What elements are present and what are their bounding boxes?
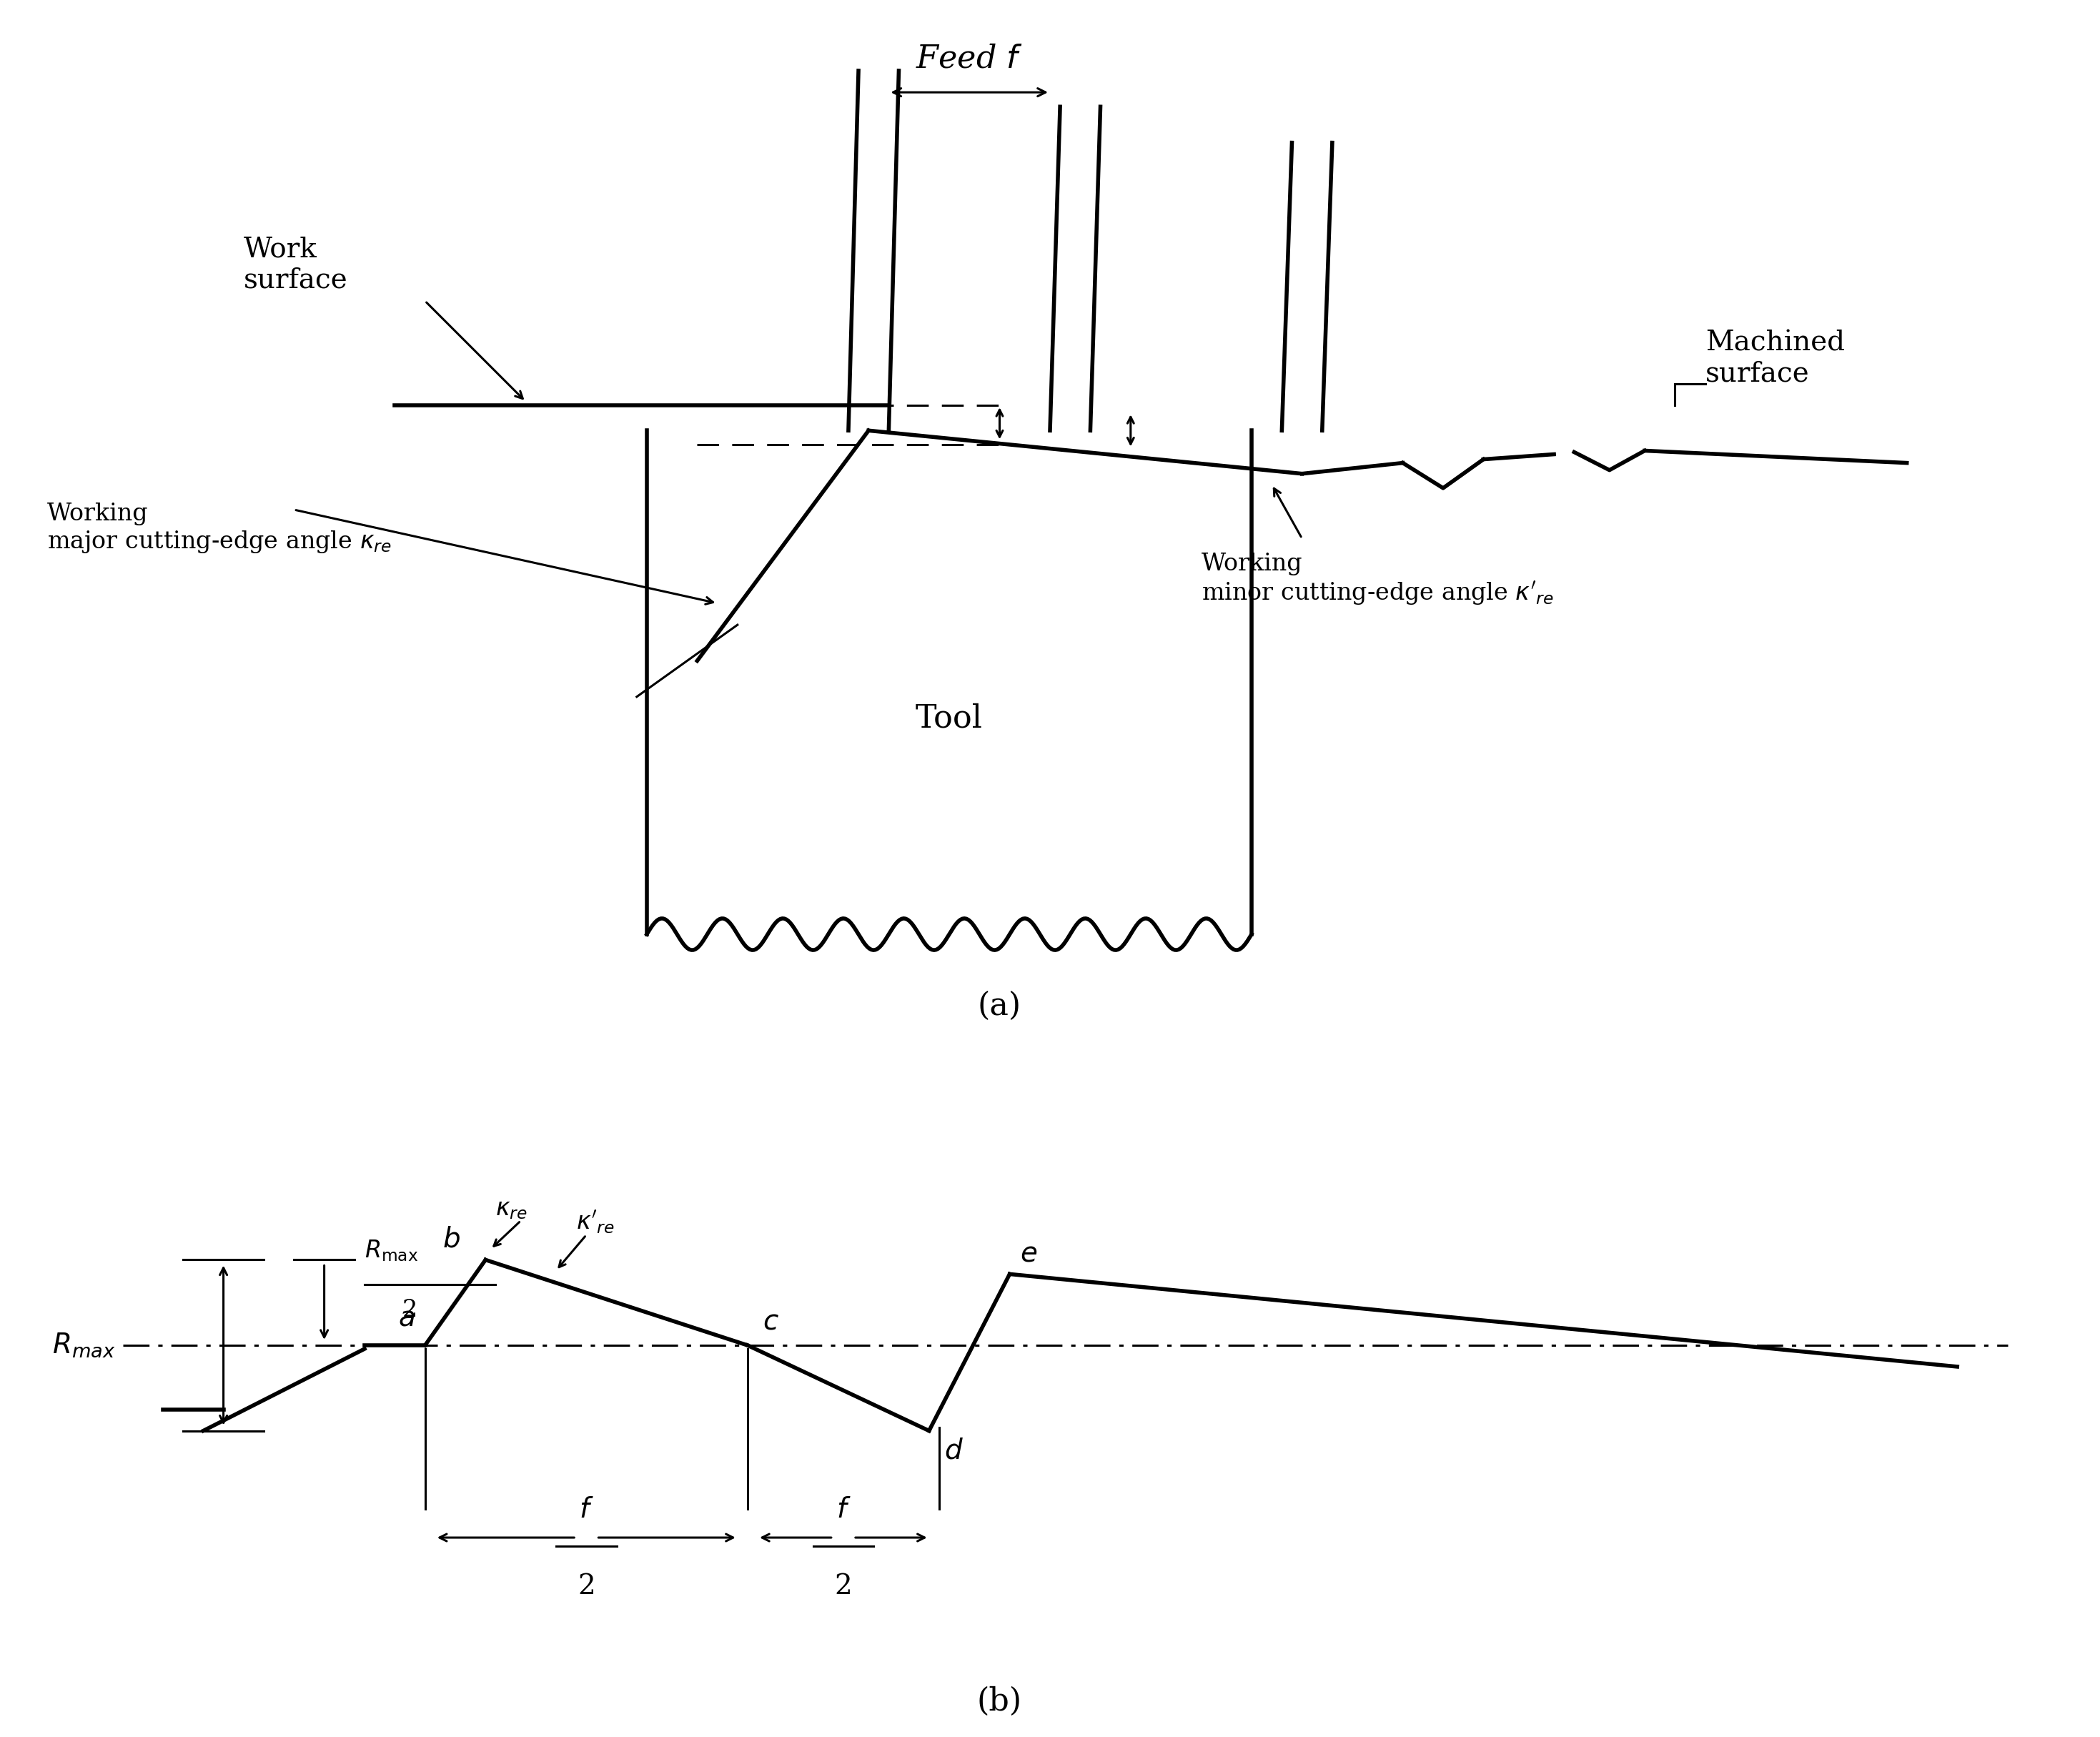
Text: Work
surface: Work surface <box>244 236 349 294</box>
Text: 2: 2 <box>403 1299 418 1322</box>
Text: $c$: $c$ <box>762 1308 779 1334</box>
Text: $d$: $d$ <box>945 1438 964 1464</box>
Text: 2: 2 <box>578 1574 594 1600</box>
Text: Machined
surface: Machined surface <box>1705 330 1844 387</box>
Text: 2: 2 <box>834 1574 853 1600</box>
Text: $\kappa_{re}$: $\kappa_{re}$ <box>496 1199 527 1221</box>
Text: (b): (b) <box>976 1687 1023 1716</box>
Text: Feed $f$: Feed $f$ <box>916 43 1023 75</box>
Text: $a$: $a$ <box>399 1304 416 1331</box>
Text: $f$: $f$ <box>836 1497 850 1523</box>
Text: $R_{max}$: $R_{max}$ <box>52 1332 116 1358</box>
Text: $R_{\mathrm{max}}$: $R_{\mathrm{max}}$ <box>365 1238 418 1263</box>
Text: $e$: $e$ <box>1021 1240 1037 1266</box>
Text: Working
major cutting-edge angle $\kappa_{re}$: Working major cutting-edge angle $\kappa… <box>46 502 391 554</box>
Text: $\kappa'_{re}$: $\kappa'_{re}$ <box>575 1209 615 1235</box>
Text: $f$: $f$ <box>580 1497 594 1523</box>
Text: Tool: Tool <box>916 703 983 733</box>
Text: Working
minor cutting-edge angle $\kappa'_{re}$: Working minor cutting-edge angle $\kappa… <box>1201 552 1554 606</box>
Text: $b$: $b$ <box>443 1226 460 1252</box>
Text: (a): (a) <box>979 990 1021 1021</box>
